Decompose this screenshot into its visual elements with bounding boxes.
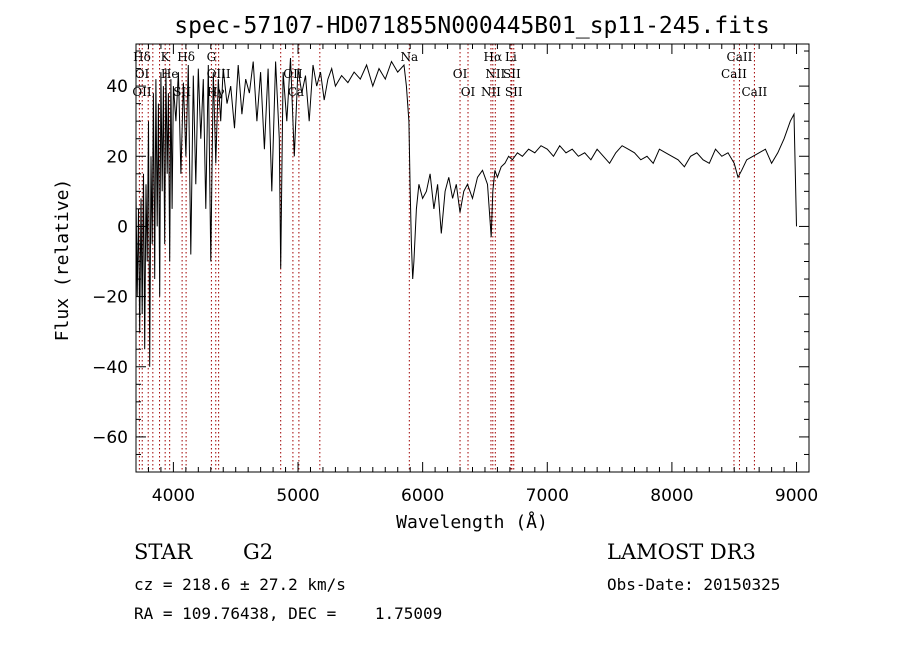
line-label: NII xyxy=(481,85,501,99)
line-label: SII xyxy=(505,85,523,99)
x-axis-label: Wavelength (Å) xyxy=(396,511,548,533)
line-label: CaII xyxy=(721,67,747,81)
line-label: SII xyxy=(503,67,521,81)
line-label: OI xyxy=(461,85,476,99)
y-tick-label: 20 xyxy=(106,147,128,167)
x-tick-label: 8000 xyxy=(650,486,693,506)
line-label: OI xyxy=(453,67,468,81)
x-tick-label: 5000 xyxy=(276,486,319,506)
y-tick-label: −40 xyxy=(92,358,128,378)
y-axis-ticks: −60 −40 −20 0 20 40 xyxy=(92,50,809,473)
line-label: NII xyxy=(485,67,505,81)
x-tick-label: 4000 xyxy=(152,486,195,506)
line-label: CaII xyxy=(727,50,753,64)
y-tick-label: 40 xyxy=(106,77,128,97)
chart-title: spec-57107-HD071855N000445B01_sp11-245.f… xyxy=(174,13,769,39)
x-axis-ticks: 4000 5000 6000 7000 8000 9000 xyxy=(135,44,818,506)
x-tick-label: 6000 xyxy=(401,486,444,506)
line-label: CaII xyxy=(741,85,767,99)
y-axis-label: Flux (relative) xyxy=(52,179,73,342)
line-label: Hδ xyxy=(177,50,195,64)
y-tick-label: 0 xyxy=(117,217,128,237)
line-label: Hγ xyxy=(207,85,225,99)
line-label: OI xyxy=(135,67,150,81)
line-label: Li xyxy=(505,50,517,64)
line-label: He xyxy=(161,67,179,81)
line-label: OII xyxy=(132,85,152,99)
line-label: K xyxy=(161,50,171,64)
x-tick-label: 9000 xyxy=(775,486,818,506)
object-subclass: G2 xyxy=(243,540,274,564)
line-markers xyxy=(138,44,755,472)
line-label: OIII xyxy=(207,67,231,81)
y-tick-label: −20 xyxy=(92,288,128,308)
line-labels: HδOIOIIKHeSIIHδOIIIHγGOIICaNaOIOIHαSIINI… xyxy=(132,50,767,99)
coordinates-info: RA = 109.76438, DEC = 1.75009 xyxy=(134,604,443,623)
redshift-info: cz = 218.6 ± 27.2 km/s xyxy=(134,575,346,594)
line-label: Na xyxy=(400,50,418,64)
survey-name: LAMOST DR3 xyxy=(607,540,756,564)
x-tick-label: 7000 xyxy=(526,486,569,506)
plot-frame xyxy=(135,43,810,473)
line-label: Hδ xyxy=(133,50,151,64)
object-type: STAR xyxy=(134,540,193,564)
line-label: G xyxy=(207,50,217,64)
line-label: Hα xyxy=(484,50,503,64)
flux-series-line xyxy=(135,57,797,367)
obs-date-info: Obs-Date: 20150325 xyxy=(607,575,781,594)
y-tick-label: −60 xyxy=(92,428,128,448)
